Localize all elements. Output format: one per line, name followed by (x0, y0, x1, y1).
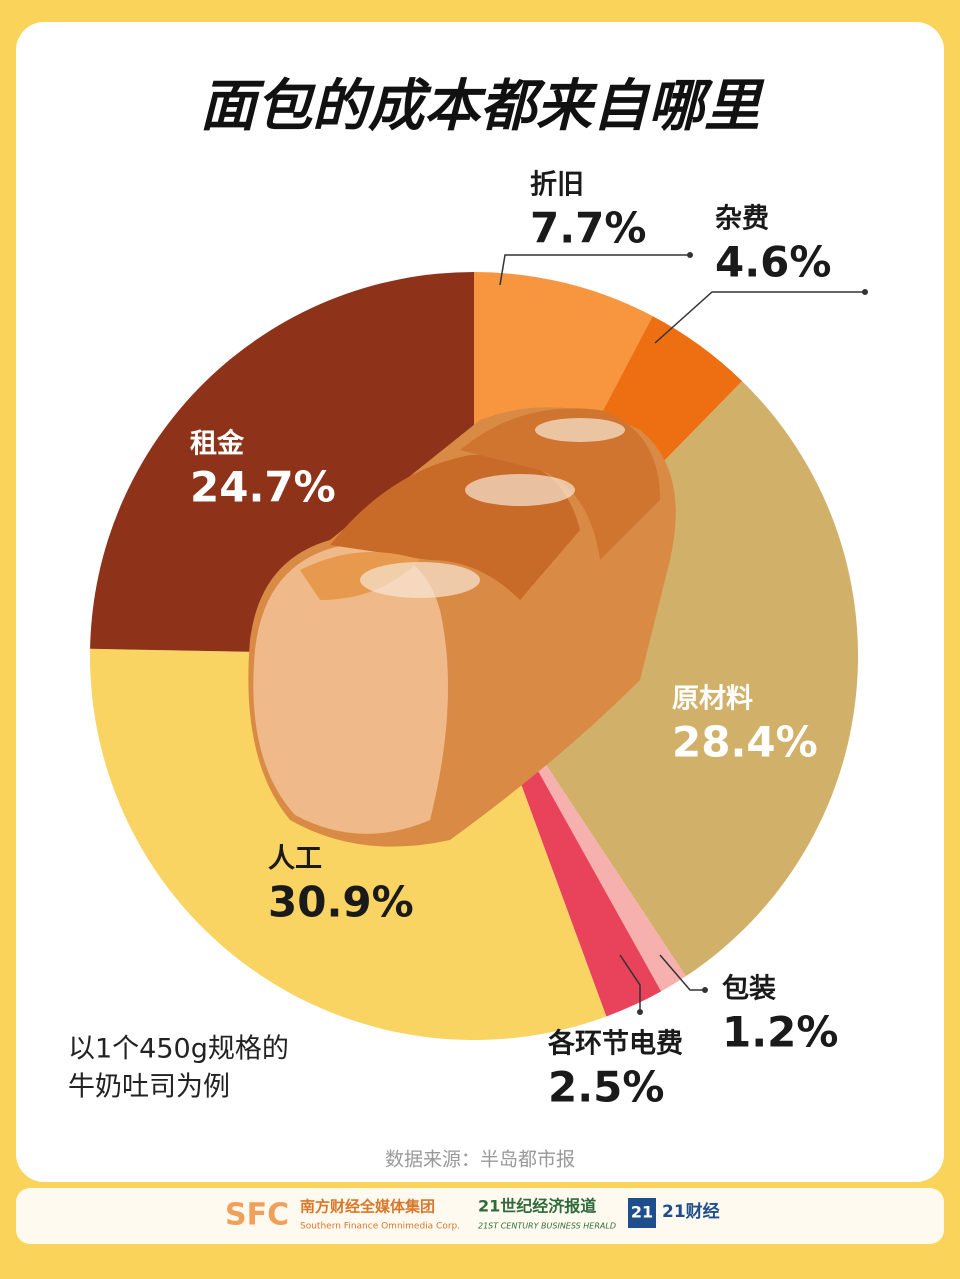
slice-name: 杂费 (715, 204, 769, 235)
slice-value: 30.9% (268, 878, 414, 927)
logo-herald: 21世纪经济报道 (478, 1197, 596, 1216)
slice-value: 24.7% (190, 463, 336, 512)
leader-line (619, 954, 641, 1012)
logo-badge-bg (628, 1198, 656, 1228)
note-line: 以1个450g规格的 (68, 1034, 289, 1065)
slice-value: 2.5% (548, 1063, 664, 1112)
leader-dot (637, 1009, 643, 1015)
leader-dot (862, 289, 868, 295)
leader-line (654, 291, 865, 344)
leader-line (659, 954, 705, 991)
bread-illustration (248, 407, 676, 847)
note-line: 牛奶吐司为例 (68, 1072, 230, 1103)
slice-name: 各环节电费 (547, 1028, 683, 1060)
logo-group-en: Southern Finance Omnimedia Corp. (300, 1222, 460, 1232)
leader-dot (687, 252, 693, 258)
logo-herald-en: 21ST CENTURY BUSINESS HERALD (478, 1222, 616, 1231)
logo-group: 南方财经全媒体集团 (300, 1198, 435, 1216)
slice-value: 4.6% (715, 238, 831, 287)
logo-sfc: SFC (225, 1198, 289, 1233)
chart-title: 面包的成本都来自哪里 (200, 74, 765, 139)
slice-value: 7.7% (530, 204, 646, 253)
slice-value: 28.4% (672, 718, 818, 767)
logo-app: 21财经 (662, 1201, 720, 1222)
leader-dot (702, 987, 708, 993)
leader-line (499, 254, 690, 286)
slice-name: 原材料 (672, 684, 753, 715)
logo-badge: 21 (631, 1203, 653, 1222)
pie-slice (474, 381, 858, 977)
source: 数据来源：半岛都市报 (385, 1149, 575, 1171)
footer-band (16, 1188, 944, 1244)
slice-name: 包装 (722, 973, 776, 1005)
slice-name: 租金 (190, 428, 245, 460)
slice-name: 折旧 (530, 170, 584, 201)
slice-name: 人工 (268, 844, 322, 875)
slice-value: 1.2% (722, 1008, 838, 1057)
